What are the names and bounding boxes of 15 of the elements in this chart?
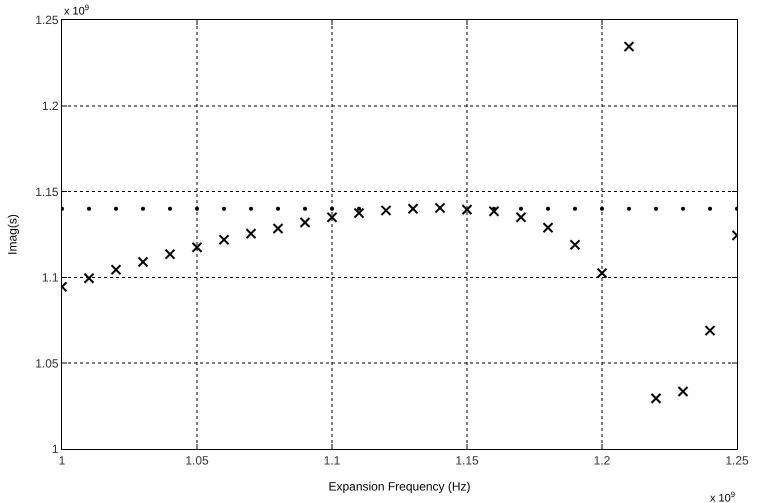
x-tick-label: 1.1 <box>324 453 341 468</box>
y-axis-title: Imag(s) <box>6 214 20 255</box>
x-axis-title: Expansion Frequency (Hz) <box>328 479 471 494</box>
text: x 10$^{9}$ <box>64 3 90 18</box>
y-tick-label: 1.05 <box>35 356 59 370</box>
y-tick-label: 1.25 <box>35 13 59 28</box>
y-tick-label: 1.2 <box>42 99 59 113</box>
text: x 10$^{9}$ <box>710 490 736 503</box>
x-tick-label: 1.15 <box>455 453 479 468</box>
y-tick-label: 1 <box>52 442 59 456</box>
y-tick-label: 1.15 <box>35 184 59 199</box>
y-tick-label: 1.1 <box>42 270 59 285</box>
x-tick-label: 1.25 <box>725 453 749 468</box>
x-tick-label: 1.2 <box>594 453 611 468</box>
x-tick-label: 1.05 <box>185 453 209 468</box>
